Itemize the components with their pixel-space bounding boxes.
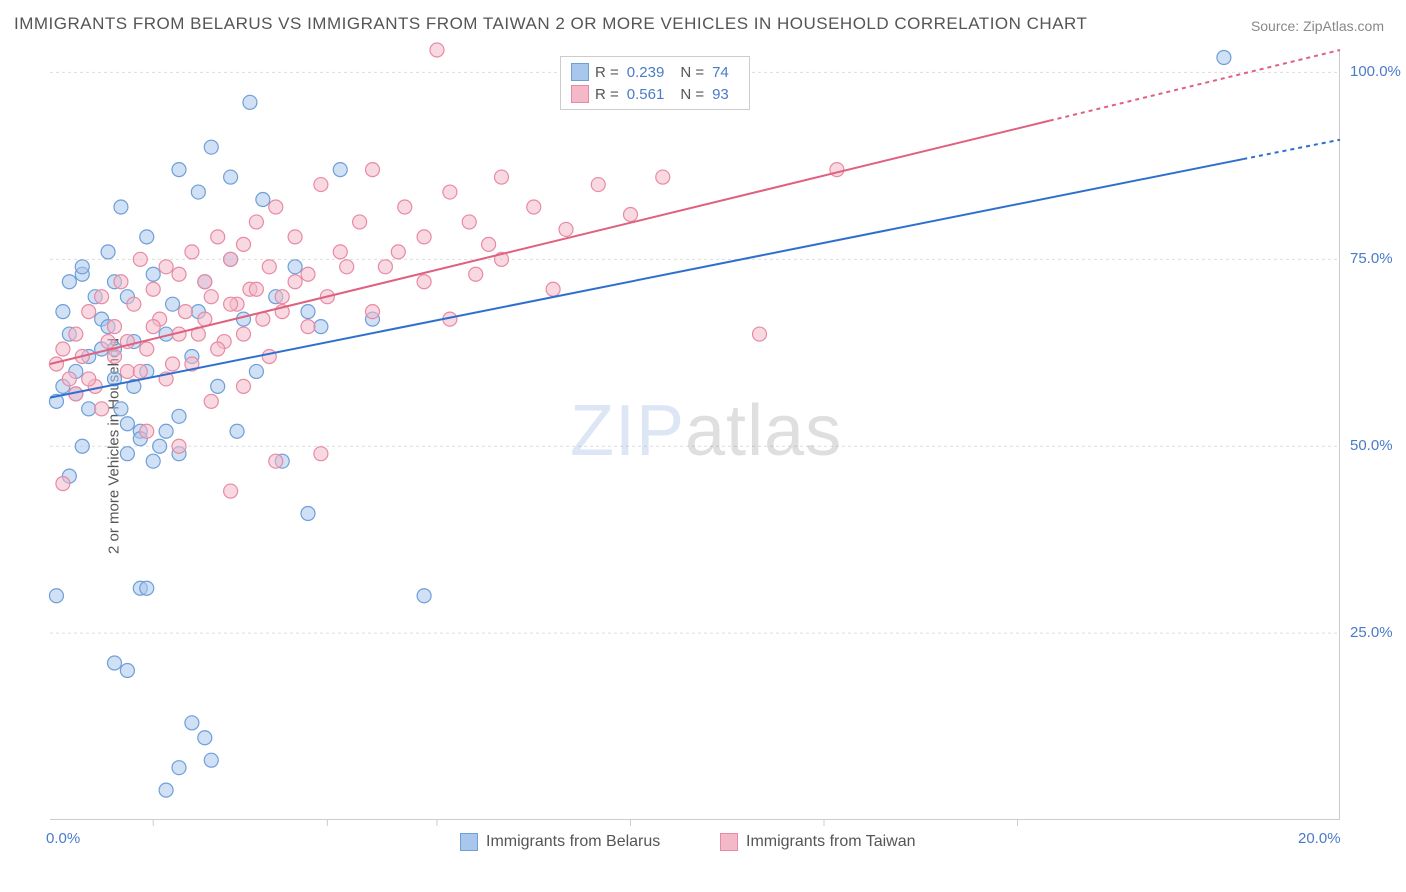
legend-swatch-belarus — [571, 63, 589, 81]
source-attribution: Source: ZipAtlas.com — [1251, 18, 1384, 34]
legend-swatch-taiwan — [571, 85, 589, 103]
stats-legend-row: R = 0.239 N = 74 — [571, 61, 739, 83]
stats-legend-row: R = 0.561 N = 93 — [571, 83, 739, 105]
correlation-chart: IMMIGRANTS FROM BELARUS VS IMMIGRANTS FR… — [0, 0, 1406, 892]
x-tick-label: 20.0% — [1298, 830, 1341, 847]
legend-n-value-0: 74 — [712, 64, 729, 81]
x-tick-label: 0.0% — [46, 830, 80, 847]
bottom-legend-belarus: Immigrants from Belarus — [460, 833, 660, 851]
y-tick-label: 50.0% — [1350, 437, 1393, 454]
legend-swatch-icon — [720, 833, 738, 851]
legend-n-label: N = — [680, 86, 704, 103]
bottom-legend-taiwan: Immigrants from Taiwan — [720, 833, 916, 851]
chart-svg — [50, 50, 1340, 820]
legend-r-value-1: 0.561 — [627, 86, 665, 103]
plot-area: ZIPatlas R = 0.239 N = 74 R = 0.561 N = … — [50, 50, 1340, 820]
legend-n-label: N = — [680, 64, 704, 81]
legend-r-label: R = — [595, 86, 619, 103]
bottom-legend-label: Immigrants from Belarus — [486, 833, 660, 851]
stats-legend: R = 0.239 N = 74 R = 0.561 N = 93 — [560, 56, 750, 110]
legend-n-value-1: 93 — [712, 86, 729, 103]
y-tick-label: 25.0% — [1350, 624, 1393, 641]
chart-title: IMMIGRANTS FROM BELARUS VS IMMIGRANTS FR… — [14, 14, 1087, 34]
legend-r-label: R = — [595, 64, 619, 81]
legend-swatch-icon — [460, 833, 478, 851]
y-tick-label: 75.0% — [1350, 250, 1393, 267]
legend-r-value-0: 0.239 — [627, 64, 665, 81]
y-tick-label: 100.0% — [1350, 63, 1401, 80]
bottom-legend-label: Immigrants from Taiwan — [746, 833, 916, 851]
